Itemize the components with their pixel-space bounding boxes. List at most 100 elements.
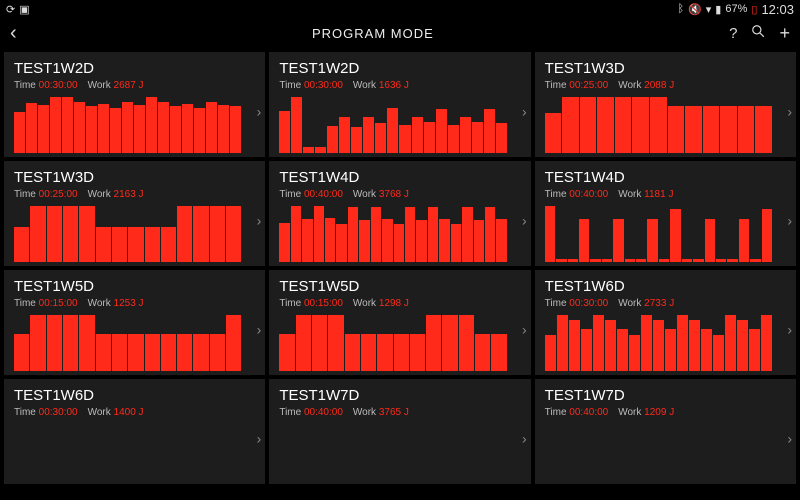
program-card[interactable]: TEST1W5DTime 00:15:00Work 1253 J› <box>4 270 265 375</box>
mute-icon: 🔇 <box>688 3 702 16</box>
chart-bar <box>218 105 229 153</box>
chevron-right-icon[interactable]: › <box>257 430 262 446</box>
card-subtitle: Time 00:15:00Work 1298 J <box>279 298 524 309</box>
chart-bar <box>636 259 646 263</box>
chevron-right-icon[interactable]: › <box>257 321 262 337</box>
chart-bar <box>145 334 160 371</box>
chart-bar <box>727 259 737 263</box>
chart-bar <box>79 315 94 371</box>
chevron-right-icon[interactable]: › <box>787 321 792 337</box>
time-value: 00:15:00 <box>304 298 343 309</box>
chart-bar <box>230 106 241 153</box>
chevron-right-icon[interactable]: › <box>787 212 792 228</box>
work-label: Work <box>88 298 114 309</box>
page-title: PROGRAM MODE <box>312 26 434 41</box>
chevron-right-icon[interactable]: › <box>257 103 262 119</box>
chart-bar <box>96 334 111 371</box>
chart-bar <box>755 106 772 153</box>
chart-bar <box>14 334 29 371</box>
work-label: Work <box>353 80 379 91</box>
chevron-right-icon[interactable]: › <box>522 430 527 446</box>
chart-bar <box>705 219 715 262</box>
chart-bar <box>303 147 314 153</box>
chart-bar <box>177 206 192 262</box>
card-chart <box>279 97 524 153</box>
chart-bar <box>475 334 490 371</box>
chart-bar <box>605 320 616 371</box>
card-title: TEST1W7D <box>545 387 790 404</box>
work-value: 1253 J <box>114 298 144 309</box>
add-icon[interactable]: + <box>779 23 790 44</box>
card-subtitle: Time 00:30:00Work 1636 J <box>279 80 524 91</box>
chart-bar <box>474 220 484 262</box>
chart-bar <box>562 97 579 153</box>
card-title: TEST1W2D <box>14 60 259 77</box>
chart-bar <box>134 105 145 153</box>
chart-bar <box>146 97 157 153</box>
time-label: Time <box>279 407 304 418</box>
chart-bar <box>158 102 169 153</box>
chart-bar <box>749 329 760 371</box>
program-card[interactable]: TEST1W2DTime 00:30:00Work 1636 J› <box>269 52 530 157</box>
card-title: TEST1W6D <box>545 278 790 295</box>
card-title: TEST1W4D <box>279 169 524 186</box>
chart-bar <box>161 334 176 371</box>
chart-bar <box>279 111 290 153</box>
chart-bar <box>177 334 192 371</box>
chevron-right-icon[interactable]: › <box>257 212 262 228</box>
card-subtitle: Time 00:25:00Work 2163 J <box>14 189 259 200</box>
chart-bar <box>210 206 225 262</box>
chart-bar <box>226 315 241 371</box>
chart-bar <box>79 206 94 262</box>
program-card[interactable]: TEST1W7DTime 00:40:00Work 3765 J› <box>269 379 530 484</box>
chart-bar <box>682 259 692 263</box>
chart-bar <box>689 320 700 371</box>
chevron-right-icon[interactable]: › <box>522 212 527 228</box>
chart-bar <box>110 108 121 154</box>
chart-bar <box>382 219 392 262</box>
chart-bar <box>128 334 143 371</box>
chart-bar <box>412 117 423 153</box>
time-label: Time <box>279 80 304 91</box>
work-label: Work <box>618 189 644 200</box>
chart-bar <box>351 127 362 153</box>
program-card[interactable]: TEST1W4DTime 00:40:00Work 3768 J› <box>269 161 530 266</box>
time-value: 00:40:00 <box>569 189 608 200</box>
card-chart <box>545 206 790 262</box>
chevron-right-icon[interactable]: › <box>787 103 792 119</box>
program-card[interactable]: TEST1W3DTime 00:25:00Work 2088 J› <box>535 52 796 157</box>
status-left: ⟳ ▣ <box>6 3 30 16</box>
chart-bar <box>14 227 29 262</box>
chevron-right-icon[interactable]: › <box>787 430 792 446</box>
help-icon[interactable]: ? <box>729 25 737 42</box>
program-card[interactable]: TEST1W4DTime 00:40:00Work 1181 J› <box>535 161 796 266</box>
battery-text: 67% <box>725 3 747 15</box>
time-label: Time <box>545 189 570 200</box>
back-button[interactable]: ‹ <box>10 22 17 45</box>
program-card[interactable]: TEST1W6DTime 00:30:00Work 2733 J› <box>535 270 796 375</box>
chart-bar <box>405 207 415 262</box>
program-card[interactable]: TEST1W7D Time 00:40:00Work 1209 J › <box>535 379 796 484</box>
work-value: 1209 J <box>644 407 674 418</box>
card-subtitle: Time 00:40:00Work 1209 J <box>545 407 790 418</box>
card-chart <box>14 424 259 480</box>
chart-bar <box>738 106 755 153</box>
work-value: 2687 J <box>114 80 144 91</box>
chart-bar <box>399 125 410 153</box>
chart-bar <box>568 259 578 263</box>
chart-bar <box>428 207 438 262</box>
chevron-right-icon[interactable]: › <box>522 321 527 337</box>
program-card[interactable]: TEST1W2DTime 00:30:00Work 2687 J› <box>4 52 265 157</box>
program-card[interactable]: TEST1W6DTime 00:30:00Work 1400 J› <box>4 379 265 484</box>
work-label: Work <box>88 189 114 200</box>
chart-bar <box>484 109 495 153</box>
chart-bar <box>63 315 78 371</box>
work-value: 1636 J <box>379 80 409 91</box>
chevron-right-icon[interactable]: › <box>522 103 527 119</box>
search-icon[interactable] <box>751 24 765 42</box>
chart-bar <box>650 97 667 153</box>
program-card[interactable]: TEST1W3DTime 00:25:00Work 2163 J› <box>4 161 265 266</box>
program-card[interactable]: TEST1W5DTime 00:15:00Work 1298 J› <box>269 270 530 375</box>
chart-bar <box>668 106 685 153</box>
work-value: 1400 J <box>114 407 144 418</box>
